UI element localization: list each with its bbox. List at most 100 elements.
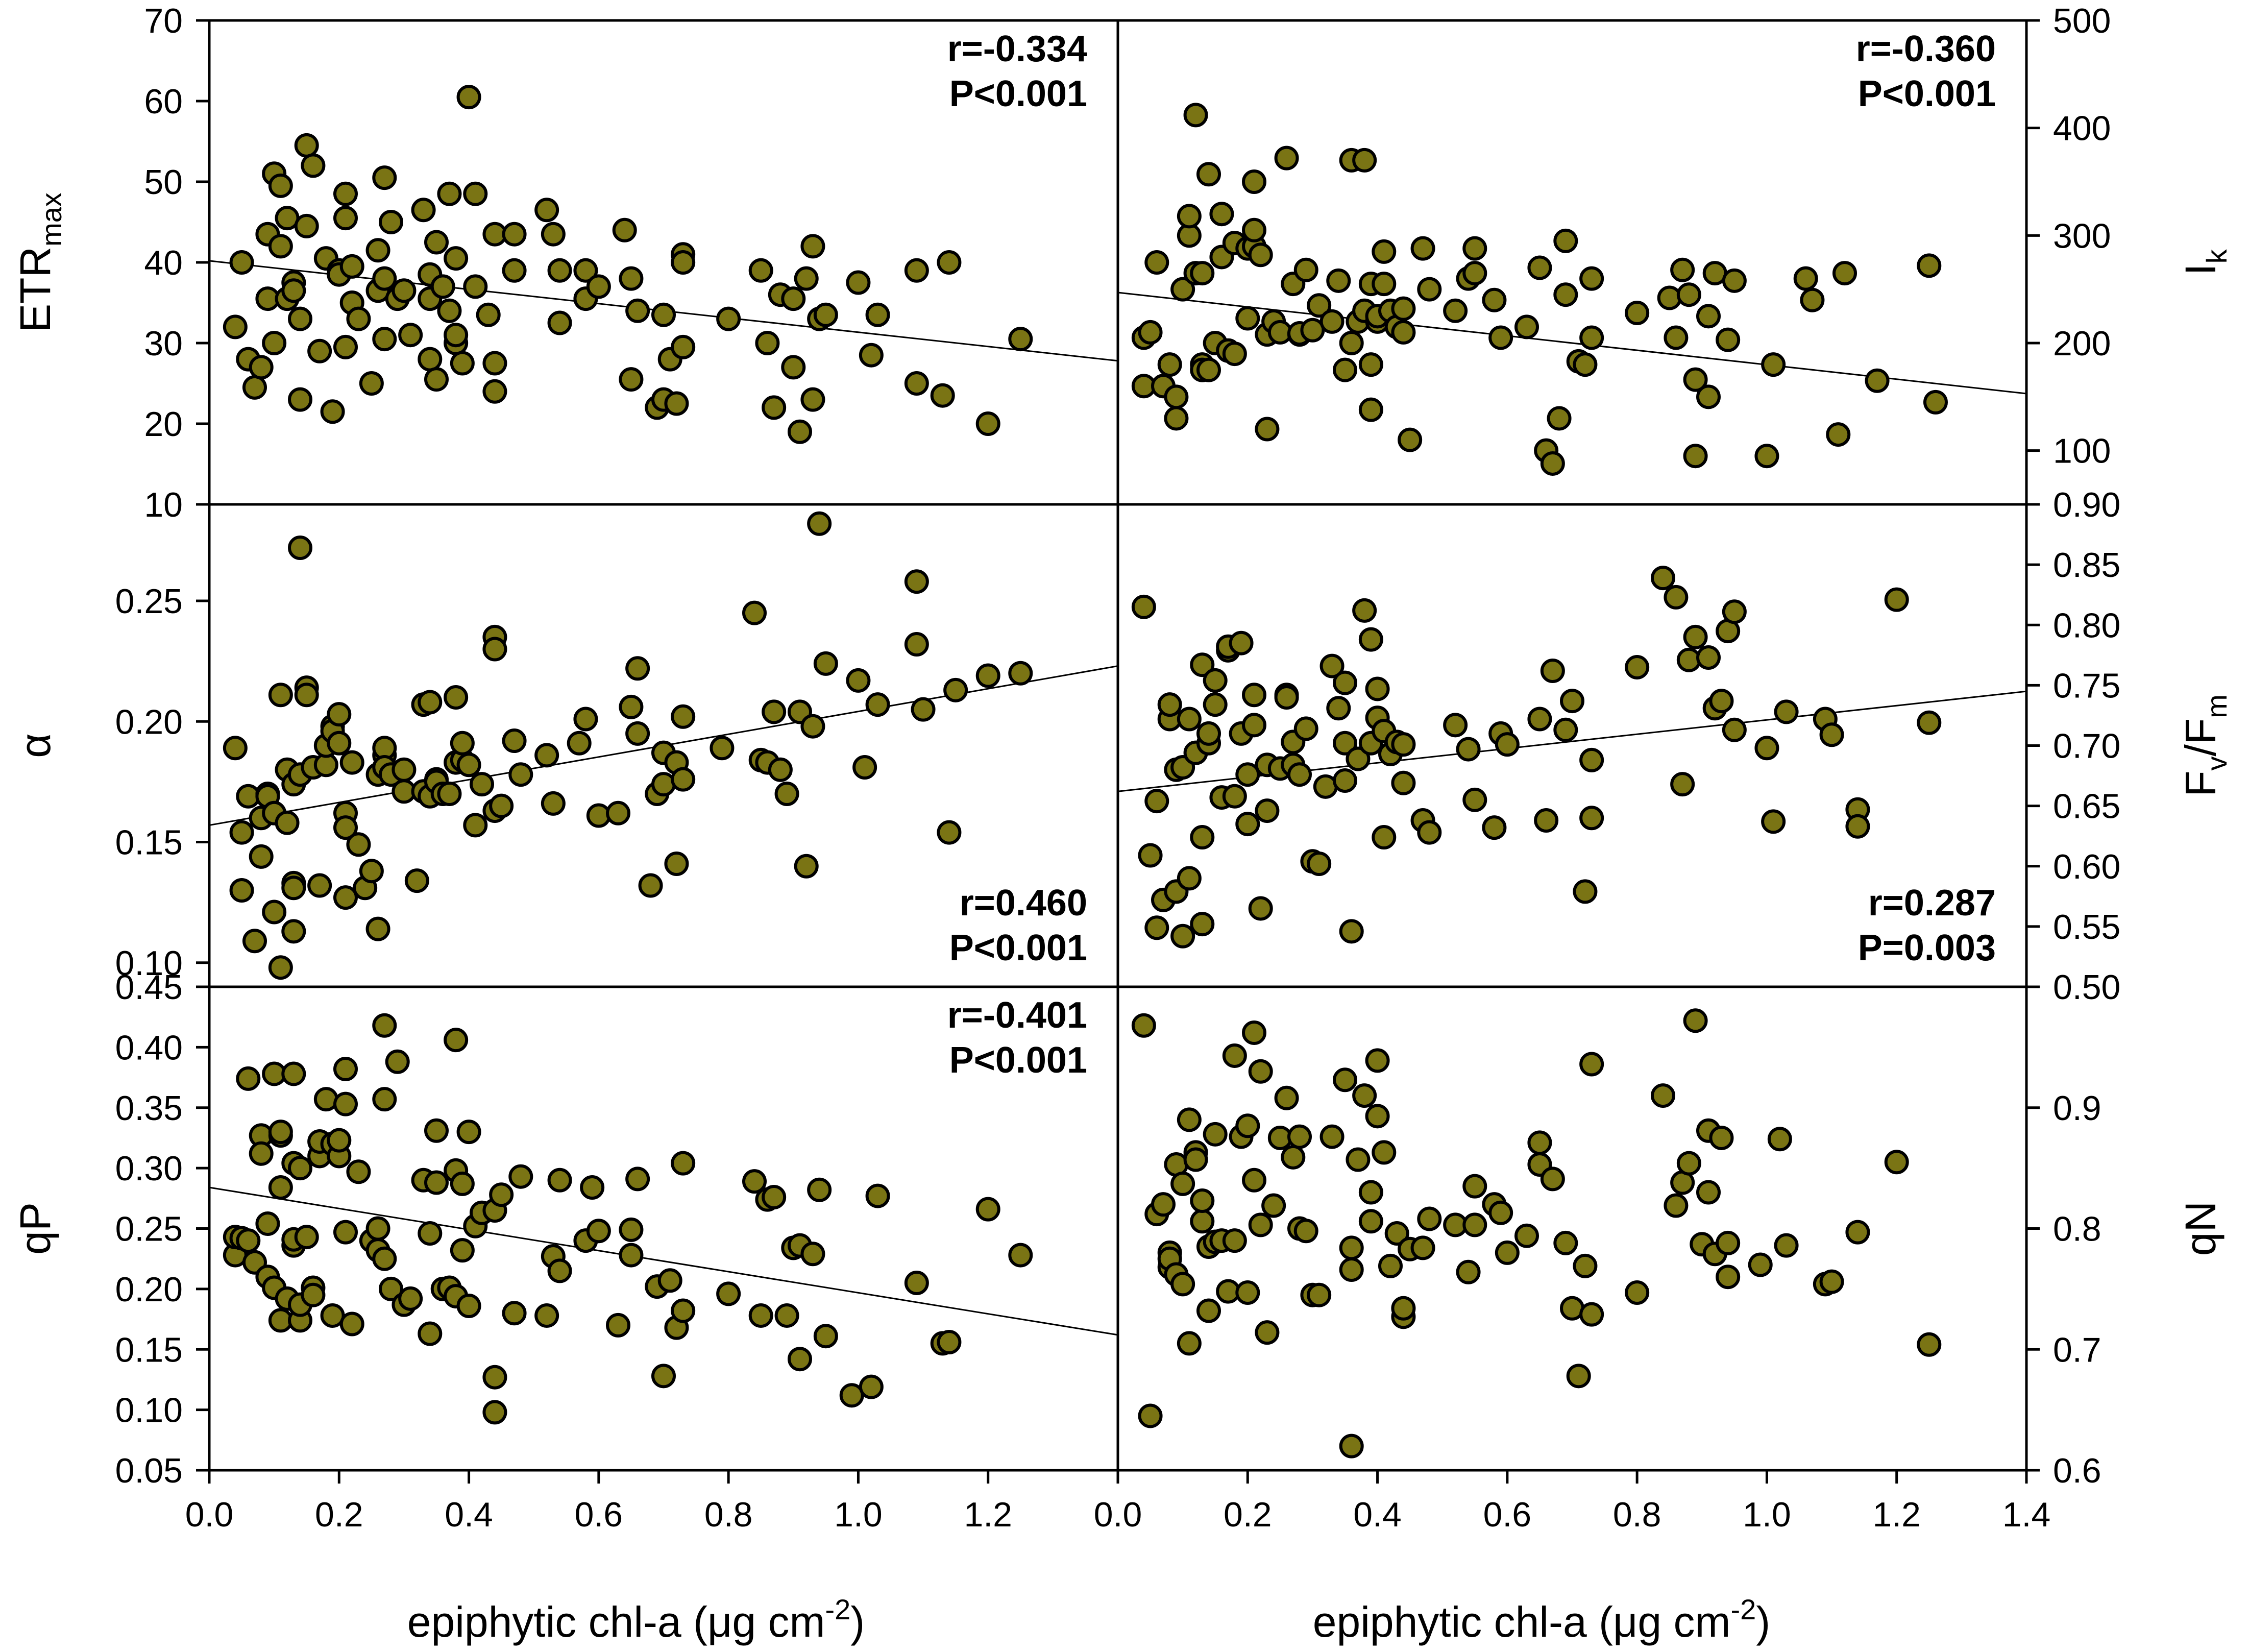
fvfm-data-point	[1774, 699, 1799, 724]
ik-data-point	[1170, 277, 1195, 302]
ik-data-point	[1683, 367, 1708, 392]
alpha-data-point	[846, 668, 871, 693]
etr-data-point	[359, 371, 384, 396]
qp-ytick-label: 0.30	[115, 1149, 183, 1188]
etr-data-point	[379, 210, 403, 234]
fvfm-data-point	[1709, 689, 1734, 714]
etr-data-point	[586, 274, 611, 299]
qp-data-point	[301, 1282, 326, 1307]
qn-data-point	[1339, 1235, 1364, 1260]
alpha-data-point	[327, 702, 352, 727]
qn-data-point	[1540, 1167, 1565, 1192]
qp-data-point	[508, 1164, 533, 1189]
etr-data-point	[502, 222, 527, 247]
fvfm-data-point	[1722, 717, 1747, 742]
qn-data-point	[1365, 1104, 1390, 1129]
fvfm-data-point	[1333, 731, 1357, 756]
ik-data-point	[1333, 357, 1357, 382]
fvfm-data-point	[1274, 685, 1299, 710]
alpha-data-point	[651, 772, 676, 797]
etr-stat-r: r=-0.334	[947, 29, 1087, 69]
etr-data-point	[444, 246, 469, 271]
fvfm-data-point	[1352, 598, 1377, 623]
qp-data-point	[450, 1171, 475, 1196]
ik-data-point	[1547, 406, 1572, 431]
alpha-data-point	[904, 569, 929, 594]
ik-data-point	[1683, 444, 1708, 469]
etr-ylabel: ETRmax	[11, 192, 67, 332]
etr-data-point	[619, 266, 644, 291]
fvfm-ytick-label: 0.90	[2053, 485, 2120, 524]
qn-data-point	[1222, 1043, 1247, 1068]
ik-data-point	[1716, 327, 1741, 352]
qn-data-point	[1495, 1240, 1520, 1265]
etr-data-point	[392, 278, 417, 303]
etr-data-point	[242, 375, 267, 400]
etr-data-point	[424, 230, 449, 255]
x-axis-title-right: epiphytic chl-a (μg cm-2)	[1313, 1593, 1770, 1646]
qp-data-point	[547, 1168, 572, 1193]
alpha-data-point	[794, 854, 819, 879]
fvfm-data-point	[1242, 713, 1266, 738]
qn-ytick-label: 0.8	[2053, 1210, 2101, 1249]
etr-data-point	[859, 343, 884, 368]
alpha-data-point	[534, 743, 559, 768]
alpha-ytick-label: 0.10	[115, 944, 183, 983]
qp-ytick-label: 0.45	[115, 968, 183, 1007]
fvfm-data-point	[1190, 652, 1215, 677]
fvfm-data-point	[1365, 676, 1390, 701]
etr-data-point	[333, 334, 358, 359]
etr-data-point	[482, 379, 507, 404]
etr-data-point	[904, 371, 929, 396]
ik-data-point	[1514, 314, 1539, 339]
alpha-data-point	[911, 697, 936, 722]
fvfm-data-point	[1242, 683, 1266, 708]
qn-data-point	[1242, 1168, 1266, 1193]
qp-data-point	[339, 1311, 364, 1337]
qp-data-point	[586, 1219, 611, 1244]
qn-data-point	[1417, 1206, 1442, 1231]
etr-data-point	[755, 331, 780, 355]
etr-data-point	[463, 181, 488, 206]
etr-data-point	[716, 306, 741, 331]
alpha-data-point	[268, 955, 293, 980]
alpha-ylabel: α	[11, 733, 59, 758]
left-xtick-label: 1.2	[964, 1495, 1012, 1534]
qp-ytick-label: 0.25	[115, 1210, 183, 1249]
fvfm-data-point	[1540, 659, 1565, 684]
x-axis-title-left: epiphytic chl-a (μg cm-2)	[407, 1593, 865, 1646]
alpha-data-point	[242, 929, 267, 954]
alpha-data-point	[346, 832, 371, 857]
fvfm-data-point	[1177, 866, 1202, 891]
fvfm-data-point	[1222, 784, 1247, 809]
qp-data-point	[236, 1228, 261, 1253]
etr-data-point	[320, 399, 345, 424]
qp-data-point	[671, 1298, 696, 1323]
etr-data-point	[249, 355, 274, 380]
qn-data-point	[1527, 1130, 1552, 1155]
fvfm-data-point	[1203, 668, 1228, 693]
ik-data-point	[1462, 236, 1487, 261]
etr-data-point	[788, 419, 812, 444]
ik-data-point	[1209, 202, 1234, 227]
alpha-data-point	[359, 859, 384, 884]
qp-regression-line	[209, 1186, 1118, 1336]
qn-data-point	[1716, 1265, 1741, 1290]
qp-ytick-label: 0.10	[115, 1391, 183, 1430]
etr-data-point	[794, 266, 819, 291]
fvfm-data-point	[1651, 566, 1675, 591]
alpha-data-point	[619, 694, 644, 719]
ik-data-point	[1391, 320, 1416, 345]
qp-data-point	[807, 1177, 832, 1202]
etr-data-point	[930, 383, 955, 408]
qp-data-point	[657, 1268, 682, 1293]
fvfm-data-point	[1235, 762, 1260, 787]
etr-data-point	[664, 391, 689, 416]
fvfm-data-point	[1190, 825, 1215, 850]
ik-data-point	[1761, 352, 1786, 377]
ik-data-point	[1664, 325, 1689, 350]
qn-data-point	[1177, 1331, 1202, 1356]
etr-data-point	[573, 258, 598, 283]
qn-ytick-label: 0.7	[2053, 1330, 2101, 1369]
left-xtick-label: 1.0	[834, 1495, 883, 1534]
